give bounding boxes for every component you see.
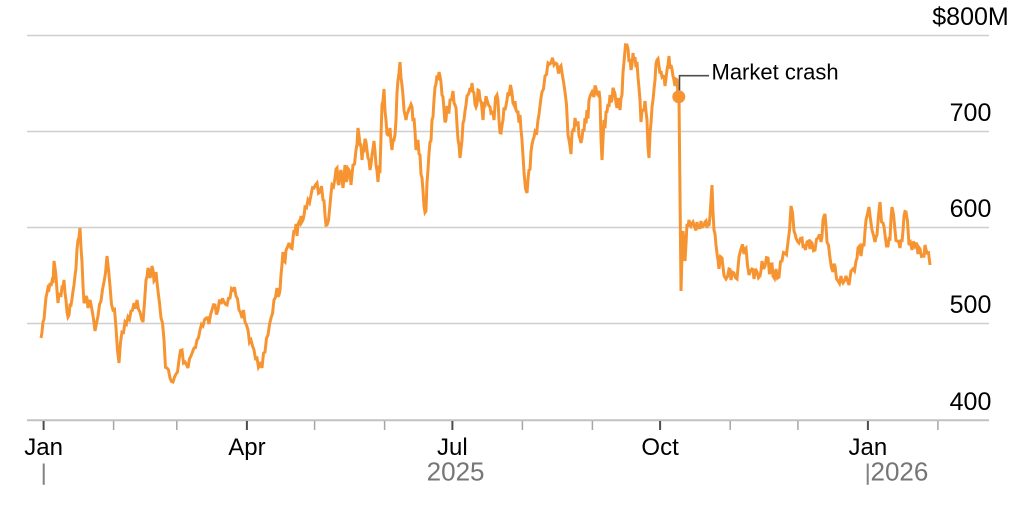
svg-text:Apr: Apr: [228, 434, 265, 461]
svg-text:400: 400: [950, 388, 992, 416]
svg-text:600: 600: [950, 195, 992, 223]
svg-text:Oct: Oct: [641, 434, 679, 461]
svg-text:Jan: Jan: [849, 434, 888, 461]
svg-text:500: 500: [950, 291, 992, 319]
svg-text:2026: 2026: [871, 457, 929, 487]
svg-text:$800M: $800M: [932, 3, 1008, 31]
svg-text:700: 700: [950, 99, 992, 127]
svg-text:Jan: Jan: [24, 434, 63, 461]
svg-text:Jul: Jul: [437, 434, 468, 461]
svg-text:Market crash: Market crash: [712, 60, 839, 85]
svg-text:2025: 2025: [427, 457, 485, 487]
